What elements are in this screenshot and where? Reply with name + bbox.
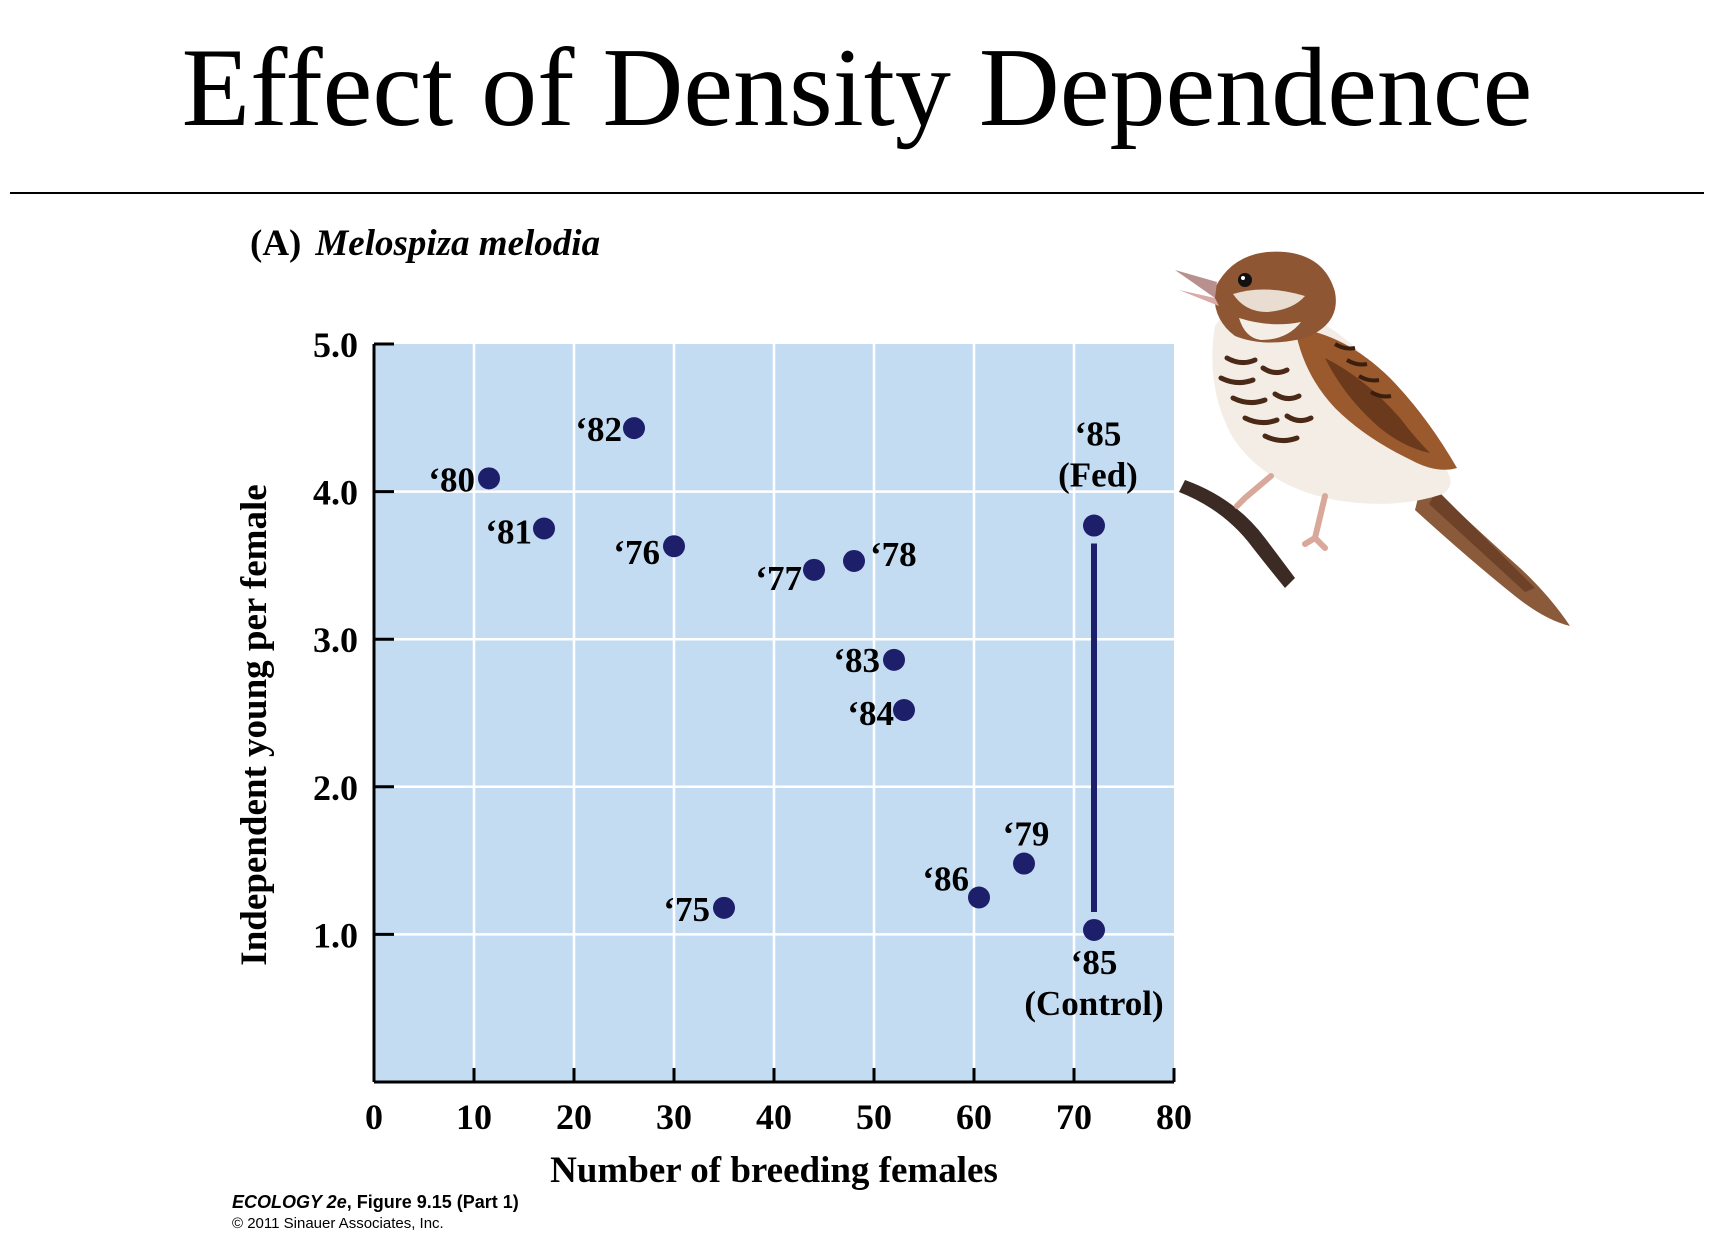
x-tick-label: 80 [1156, 1097, 1192, 1137]
data-point-81 [533, 517, 555, 540]
y-tick-label: 4.0 [313, 473, 358, 513]
data-point-83 [883, 648, 905, 671]
credit-figure: , Figure 9.15 (Part 1) [346, 1192, 519, 1212]
data-point-84 [893, 699, 915, 722]
x-tick-label: 30 [656, 1097, 692, 1137]
data-point-78 [843, 549, 865, 572]
x-tick-label: 0 [365, 1097, 383, 1137]
figure-credit: ECOLOGY 2e, Figure 9.15 (Part 1) [232, 1192, 519, 1213]
point-label-80: ‘80 [428, 460, 475, 499]
data-point-76 [663, 535, 685, 558]
y-tick-label: 5.0 [313, 325, 358, 365]
point-label-83: ‘83 [833, 641, 880, 680]
data-point-79 [1013, 852, 1035, 875]
x-tick-label: 40 [756, 1097, 792, 1137]
point-label-86: ‘86 [922, 860, 969, 899]
x-tick-label: 10 [456, 1097, 492, 1137]
x-axis-title: Number of breeding females [550, 1150, 998, 1191]
point-label-79: ‘79 [1003, 815, 1050, 854]
point-label-84: ‘84 [847, 694, 894, 733]
point-label-77: ‘77 [755, 559, 802, 598]
point-label-81: ‘81 [485, 513, 532, 552]
x-tick-label: 70 [1056, 1097, 1092, 1137]
data-point-77 [803, 558, 825, 581]
copyright-line: © 2011 Sinauer Associates, Inc. [232, 1215, 444, 1232]
data-point-85-fed [1083, 514, 1105, 537]
point-label-78: ‘78 [870, 535, 917, 574]
point-label-82: ‘82 [575, 410, 622, 449]
panel-letter: (A) [250, 223, 302, 264]
x-tick-label: 50 [856, 1097, 892, 1137]
title-divider [10, 192, 1704, 194]
slide-title: Effect of Density Dependence [181, 26, 1533, 150]
y-axis-title: Independent young per female [234, 484, 275, 965]
y-tick-label: 2.0 [313, 768, 358, 808]
data-point-86 [968, 886, 990, 909]
y-tick-label: 1.0 [313, 915, 358, 955]
x-tick-label: 60 [956, 1097, 992, 1137]
y-tick-label: 3.0 [313, 620, 358, 660]
species-name: Melospiza melodia [315, 223, 601, 264]
x-tick-label: 20 [556, 1097, 592, 1137]
data-point-80 [478, 467, 500, 490]
panel-label: (A) Melospiza melodia [250, 222, 600, 265]
point-label-76: ‘76 [613, 533, 660, 572]
song-sparrow-illustration [1175, 251, 1570, 626]
point-label-85-control: ‘85 (Control) [1024, 943, 1163, 1023]
data-point-82 [623, 417, 645, 440]
data-point-75 [713, 896, 735, 919]
credit-work: ECOLOGY 2e [232, 1192, 347, 1212]
point-label-75: ‘75 [663, 890, 710, 929]
data-point-85-control [1083, 918, 1105, 941]
point-label-85-fed: ‘85 (Fed) [1058, 415, 1138, 495]
